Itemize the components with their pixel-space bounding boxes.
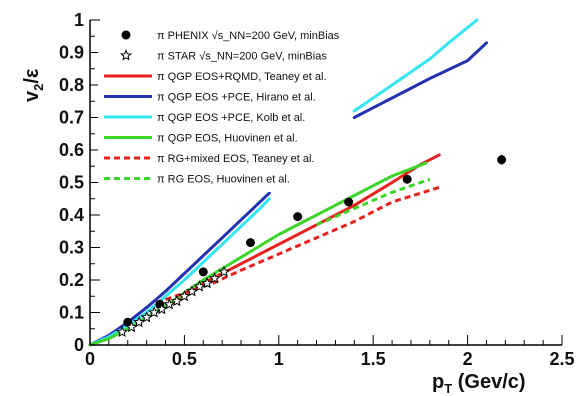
star-point: [148, 306, 161, 318]
legend-label: π QGP EOS +PCE, Kolb et al.: [157, 112, 305, 124]
legend-circle-marker: [121, 30, 131, 40]
y-tick-label: 1: [74, 10, 84, 30]
legend-label: π RG+mixed EOS, Teaney et al.: [157, 153, 315, 165]
x-tick-label: 2.5: [549, 349, 574, 369]
legend-entry: π QGP EOS, Huovinen et al.: [104, 133, 298, 145]
legend-label: π PHENIX √s_NN=200 GeV, minBias: [157, 30, 340, 42]
star-point: [140, 311, 153, 323]
x-tick-label: 2: [463, 349, 473, 369]
series-line-4: [352, 41, 488, 119]
y-tick-label: 0.1: [59, 303, 84, 323]
star-point: [193, 280, 206, 292]
y-tick-label: 0.5: [59, 173, 84, 193]
legend-entry: π PHENIX √s_NN=200 GeV, minBias: [121, 30, 340, 42]
phenix-point: [293, 212, 303, 222]
series-line-5: [88, 197, 271, 347]
star-point: [201, 277, 214, 289]
x-tick-label: 0: [85, 349, 95, 369]
star-point: [170, 294, 183, 307]
y-tick-label: 0.2: [59, 270, 84, 290]
phenix-point: [344, 197, 354, 207]
y-tick-label: 0.6: [59, 140, 84, 160]
legend: π PHENIX √s_NN=200 GeV, minBias π STAR √s…: [104, 30, 340, 186]
x-axis-label-main: p: [432, 371, 444, 393]
star-point: [208, 272, 221, 284]
y-axis-label-main: v: [21, 90, 43, 102]
y-axis-label-rest: /ε: [21, 68, 43, 84]
legend-entry: π QGP EOS +PCE, Kolb et al.: [104, 112, 305, 124]
x-axis-label: pT (Gev/c): [432, 371, 526, 396]
star-point: [133, 316, 146, 328]
axes: [89, 20, 562, 346]
tick-labels: 0 0.5 1 1.5 2 2.5 0 0.1 0.2 0.3 0.4 0.5 0.6 0.7 0.8 0.9…: [59, 10, 575, 369]
series-line-8: [155, 185, 440, 305]
legend-entry: π RG EOS, Huovinen et al.: [104, 174, 290, 186]
phenix-point: [402, 174, 412, 184]
legend-label: π RG EOS, Huovinen et al.: [157, 174, 290, 186]
y-axis-label-sub: 2: [31, 84, 46, 91]
star-point: [185, 285, 198, 297]
x-tick-label: 0.5: [172, 349, 197, 369]
legend-entry: π QGP EOS +PCE, Hirano et al.: [104, 92, 316, 104]
star-point: [163, 298, 176, 310]
y-tick-label: 0.9: [59, 43, 84, 63]
legend-label: π QGP EOS+RQMD, Teaney et al.: [157, 71, 327, 83]
star-point: [155, 303, 168, 315]
phenix-point: [497, 155, 507, 165]
y-tick-label: 0.7: [59, 108, 84, 128]
x-tick-label: 1: [274, 349, 284, 369]
points-layer: [116, 154, 507, 338]
legend-background: [98, 22, 338, 192]
series-line-6: [352, 18, 479, 113]
series-line-3: [88, 191, 271, 347]
y-tick-label: 0.8: [59, 75, 84, 95]
y-tick-label: 0.3: [59, 238, 84, 258]
legend-star-marker: [119, 49, 133, 61]
legend-label: π QGP EOS +PCE, Hirano et al.: [157, 92, 316, 104]
legend-entry: π QGP EOS+RQMD, Teaney et al.: [104, 71, 327, 83]
legend-label: π QGP EOS, Huovinen et al.: [157, 133, 298, 145]
y-axis-label: v2/ε: [21, 68, 46, 102]
legend-label: π STAR √s_NN=200 GeV, minBias: [157, 51, 327, 63]
star-point: [116, 325, 129, 338]
star-point: [178, 290, 191, 302]
phenix-point: [245, 238, 255, 248]
phenix-point: [198, 267, 208, 277]
x-axis-label-sub: T: [444, 381, 452, 396]
series-line-9: [316, 177, 431, 227]
x-axis-label-rest: (Gev/c): [452, 371, 525, 393]
x-tick-label: 1.5: [361, 349, 386, 369]
star-point: [125, 320, 138, 333]
star-point: [218, 265, 231, 277]
y-tick-label: 0.4: [59, 205, 84, 225]
y-tick-label: 0: [74, 335, 84, 355]
legend-entry: π RG+mixed EOS, Teaney et al.: [104, 153, 315, 165]
legend-entry: π STAR √s_NN=200 GeV, minBias: [119, 49, 327, 63]
